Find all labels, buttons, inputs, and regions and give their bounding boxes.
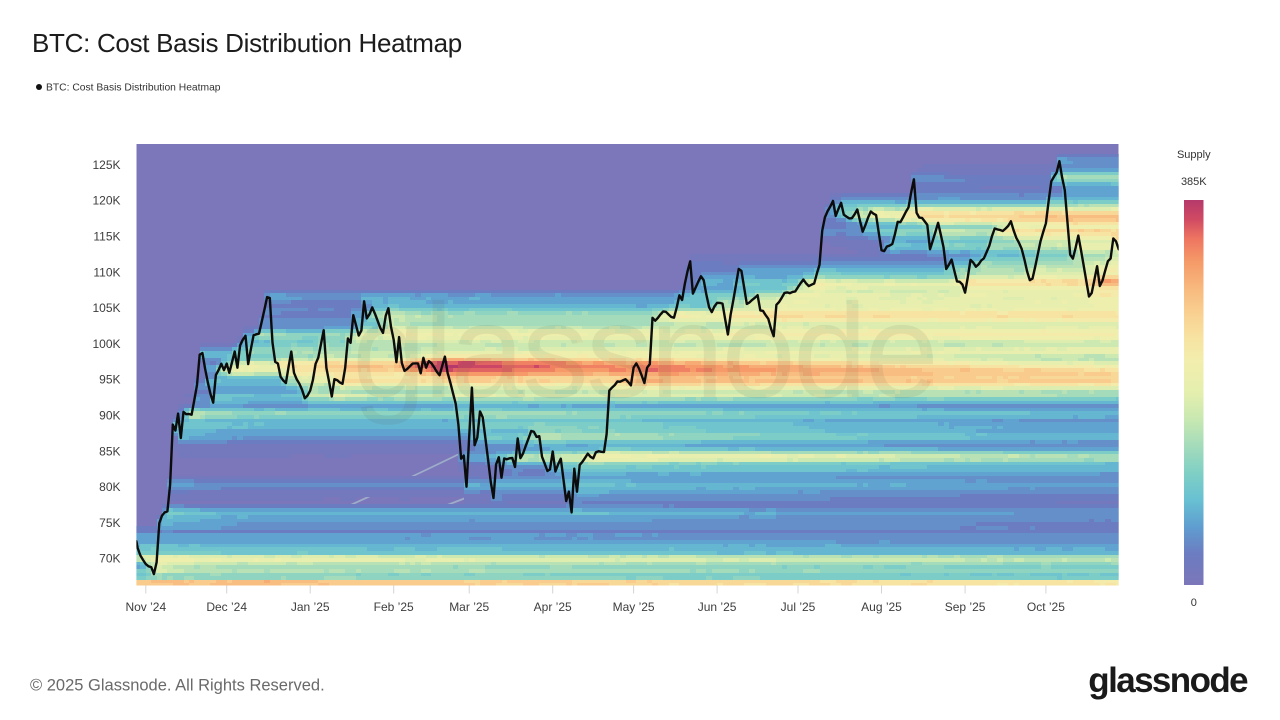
svg-text:Mar ’25: Mar ’25 <box>449 600 489 614</box>
svg-text:BTC: Cost Basis Distribution H: BTC: Cost Basis Distribution Heatmap <box>32 28 462 58</box>
svg-text:Feb ’25: Feb ’25 <box>374 600 414 614</box>
svg-text:120K: 120K <box>92 194 120 208</box>
svg-text:Jul ’25: Jul ’25 <box>781 600 816 614</box>
svg-text:Nov ’24: Nov ’24 <box>125 600 166 614</box>
svg-text:Apr ’25: Apr ’25 <box>534 600 572 614</box>
svg-text:110K: 110K <box>93 265 120 279</box>
svg-text:Oct ’25: Oct ’25 <box>1027 600 1065 614</box>
svg-text:glassnode: glassnode <box>1088 661 1248 700</box>
svg-text:80K: 80K <box>99 480 120 494</box>
svg-text:Aug ’25: Aug ’25 <box>861 600 902 614</box>
svg-text:125K: 125K <box>92 158 120 172</box>
svg-text:© 2025 Glassnode. All Rights R: © 2025 Glassnode. All Rights Reserved. <box>30 677 325 695</box>
svg-text:glassnode: glassnode <box>352 277 936 426</box>
svg-text:95K: 95K <box>99 373 120 387</box>
svg-text:Dec ’24: Dec ’24 <box>206 600 247 614</box>
svg-text:385K: 385K <box>1181 176 1207 188</box>
svg-text:May ’25: May ’25 <box>613 600 655 614</box>
svg-text:115K: 115K <box>93 230 120 244</box>
svg-text:0: 0 <box>1191 597 1197 609</box>
svg-text:Jan ’25: Jan ’25 <box>291 600 330 614</box>
svg-text:90K: 90K <box>99 409 120 423</box>
svg-text:85K: 85K <box>99 444 120 458</box>
svg-text:105K: 105K <box>92 301 120 315</box>
svg-text:Jun ’25: Jun ’25 <box>698 600 737 614</box>
svg-text:70K: 70K <box>99 552 120 566</box>
svg-text:Sep ’25: Sep ’25 <box>945 600 986 614</box>
svg-text:100K: 100K <box>92 337 120 351</box>
svg-text:BTC: Cost Basis Distribution H: BTC: Cost Basis Distribution Heatmap <box>46 83 221 94</box>
svg-text:75K: 75K <box>99 516 120 530</box>
svg-text:Supply: Supply <box>1177 149 1211 161</box>
